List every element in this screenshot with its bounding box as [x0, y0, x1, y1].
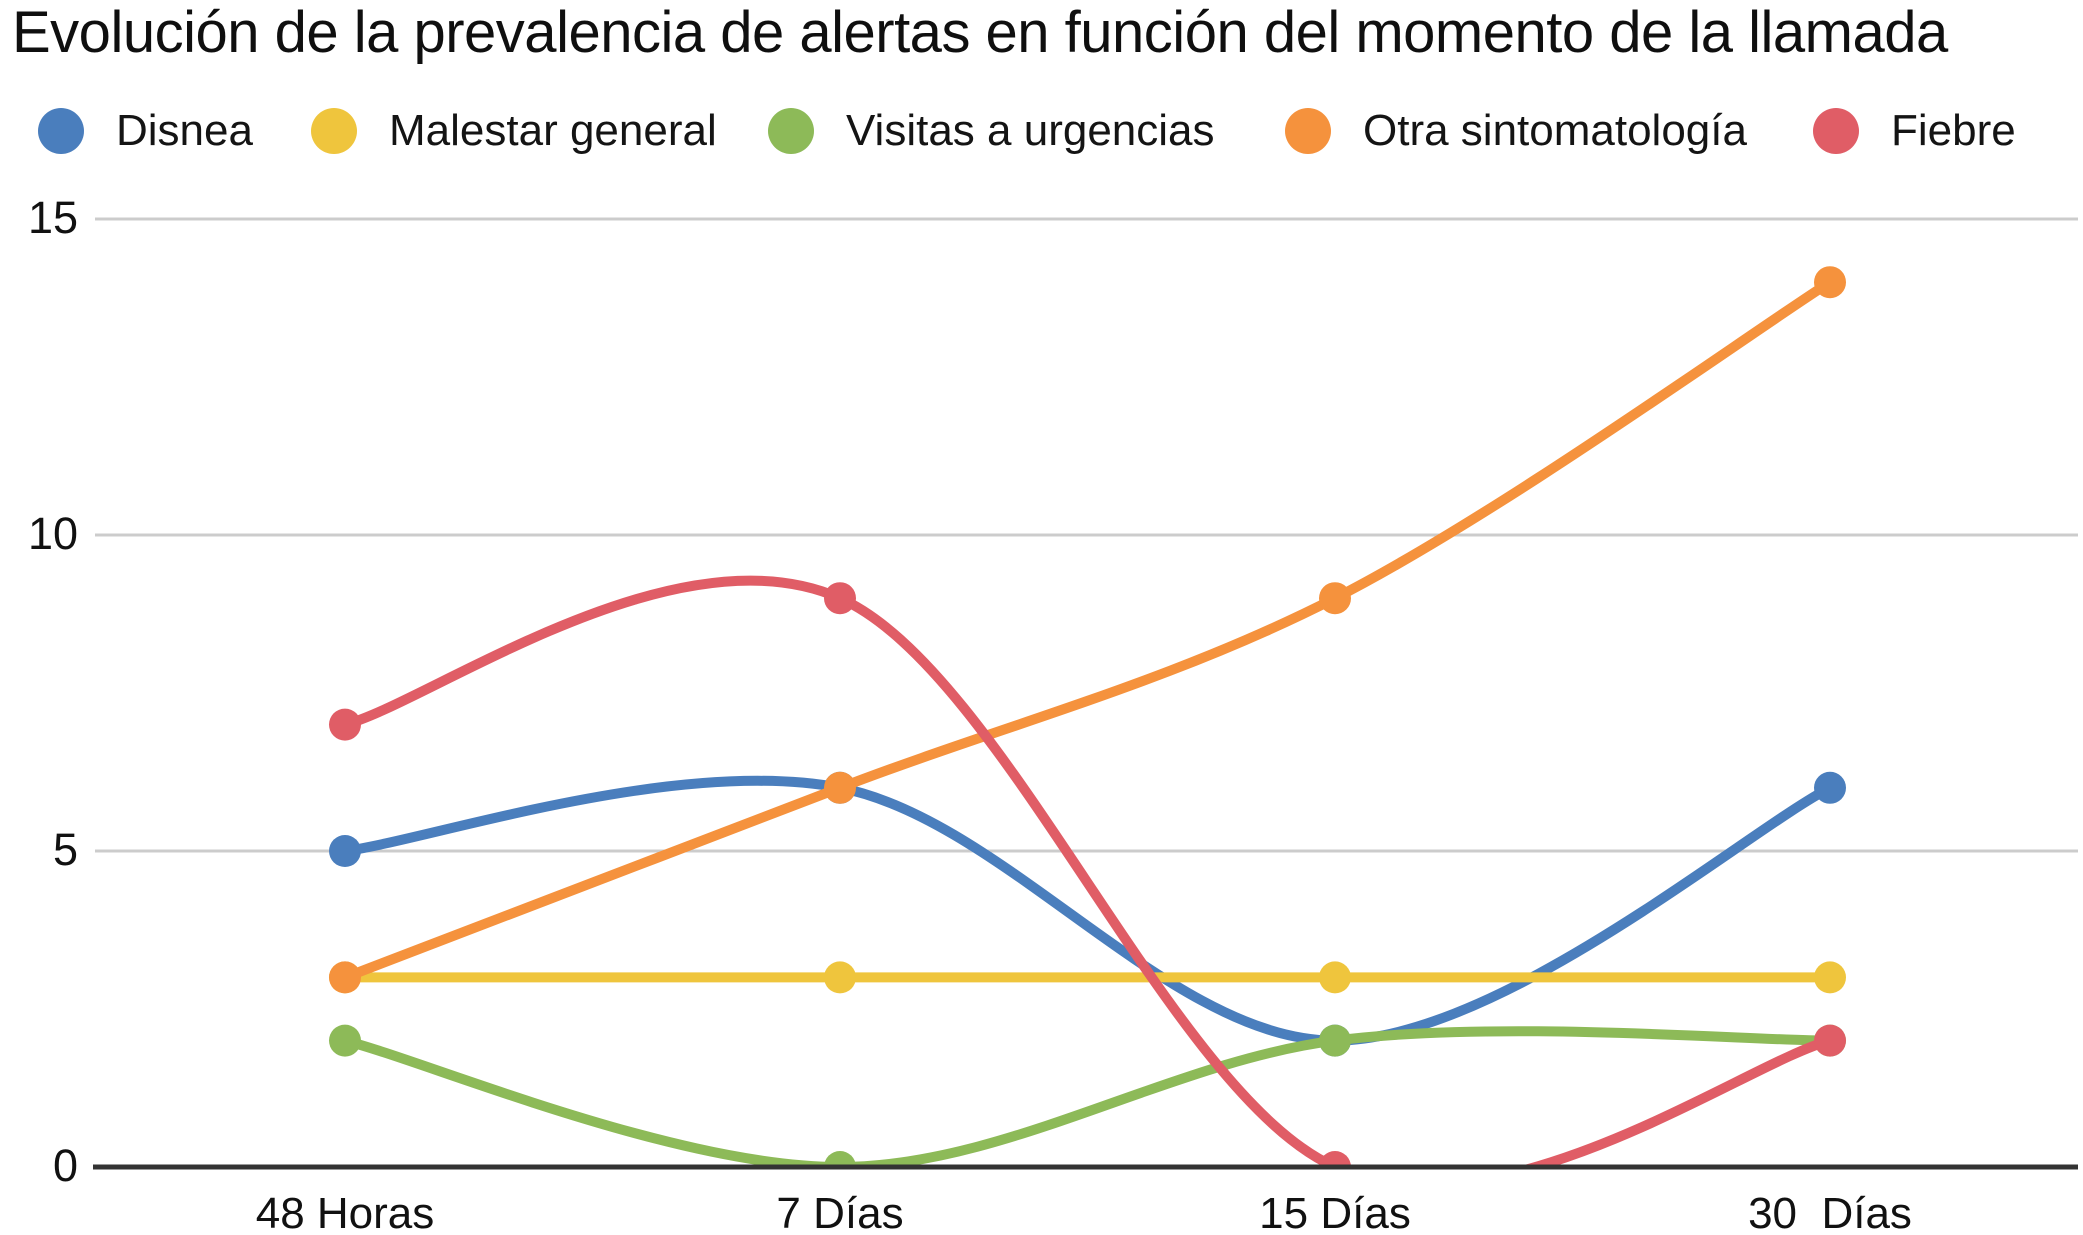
- series-line-0: [340, 775, 1835, 1046]
- series-marker: [1814, 1024, 1846, 1057]
- series-marker: [329, 1024, 361, 1057]
- series-marker: [329, 961, 361, 994]
- x-axis-label-15-dias: 15 Días: [1259, 1189, 1411, 1235]
- chart-title: Evolución de la prevalencia de alertas e…: [12, 0, 1948, 65]
- legend-label: Otra sintomatología: [1363, 106, 1747, 155]
- legend: Disnea Malestar general Visitas a urgenc…: [0, 106, 2083, 156]
- series-marker: [1319, 1151, 1351, 1167]
- series-marker: [1814, 961, 1846, 994]
- series-marker: [1814, 266, 1846, 299]
- series-marker: [1814, 771, 1846, 804]
- legend-item-malestar-general: Malestar general: [311, 106, 717, 156]
- legend-dot-icon: [38, 108, 84, 154]
- legend-label: Fiebre: [1891, 106, 2016, 155]
- legend-dot-icon: [1813, 108, 1859, 154]
- series-marker: [824, 582, 856, 615]
- series-line-4: [340, 575, 1835, 1167]
- legend-label: Malestar general: [389, 106, 717, 155]
- x-axis-label-48-horas: 48 Horas: [255, 1189, 435, 1235]
- gridlines: [95, 217, 2078, 853]
- y-axis-tick-15: 15: [27, 192, 78, 243]
- legend-dot-icon: [1285, 108, 1331, 154]
- legend-dot-icon: [311, 108, 357, 154]
- legend-label: Disnea: [116, 106, 253, 155]
- series-marker: [329, 708, 361, 741]
- series-marker: [1319, 961, 1351, 994]
- y-axis-tick-10: 10: [27, 508, 78, 559]
- legend-label: Visitas a urgencias: [846, 106, 1215, 155]
- series-marker: [329, 835, 361, 867]
- legend-dot-icon: [768, 108, 814, 154]
- series-line-3: [340, 277, 1835, 983]
- series-marker: [1319, 582, 1351, 615]
- series-group: [329, 266, 1846, 1167]
- series-marker: [1319, 1024, 1351, 1057]
- series-marker: [824, 1151, 856, 1167]
- legend-item-fiebre: Fiebre: [1813, 106, 2016, 156]
- legend-item-visitas-a-urgencias: Visitas a urgencias: [768, 106, 1215, 156]
- x-axis-label-7-dias: 7 Días: [776, 1189, 904, 1235]
- x-axis-label-30-dias: 30 Días: [1748, 1189, 1912, 1235]
- y-axis-tick-0: 0: [52, 1140, 78, 1191]
- series-marker: [824, 961, 856, 994]
- legend-item-otra-sintomatologia: Otra sintomatología: [1285, 106, 1747, 156]
- y-axis-tick-5: 5: [52, 824, 78, 875]
- series-marker: [824, 771, 856, 804]
- series-line-2: [340, 1026, 1835, 1167]
- legend-item-disnea: Disnea: [38, 106, 253, 156]
